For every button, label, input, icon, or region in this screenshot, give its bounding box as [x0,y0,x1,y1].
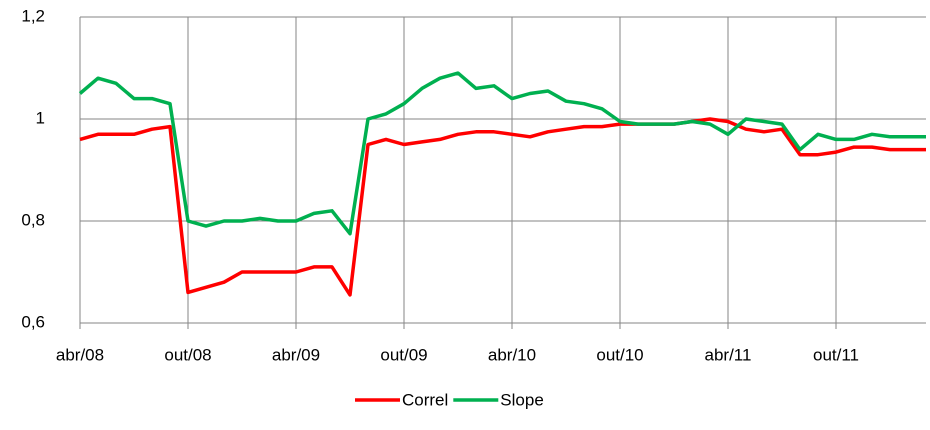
x-tick-label: abr/11 [705,345,752,364]
x-tick-label: abr/09 [272,345,320,364]
y-tick-label: 0,8 [21,210,45,229]
y-tick-label: 0,6 [21,312,45,331]
x-tick-label: abr/08 [56,345,104,364]
x-tick-label: out/11 [813,345,859,364]
legend-label: Slope [500,390,543,409]
y-tick-label: 1,2 [21,6,45,25]
x-tick-label: out/09 [380,345,427,364]
x-tick-label: abr/10 [488,345,536,364]
series-line [79,117,926,297]
x-tick-label: out/10 [596,345,643,364]
y-tick-label: 1 [36,108,45,127]
x-tick-label: out/08 [164,345,211,364]
legend-label: Correl [402,390,448,409]
series-line [78,71,926,236]
